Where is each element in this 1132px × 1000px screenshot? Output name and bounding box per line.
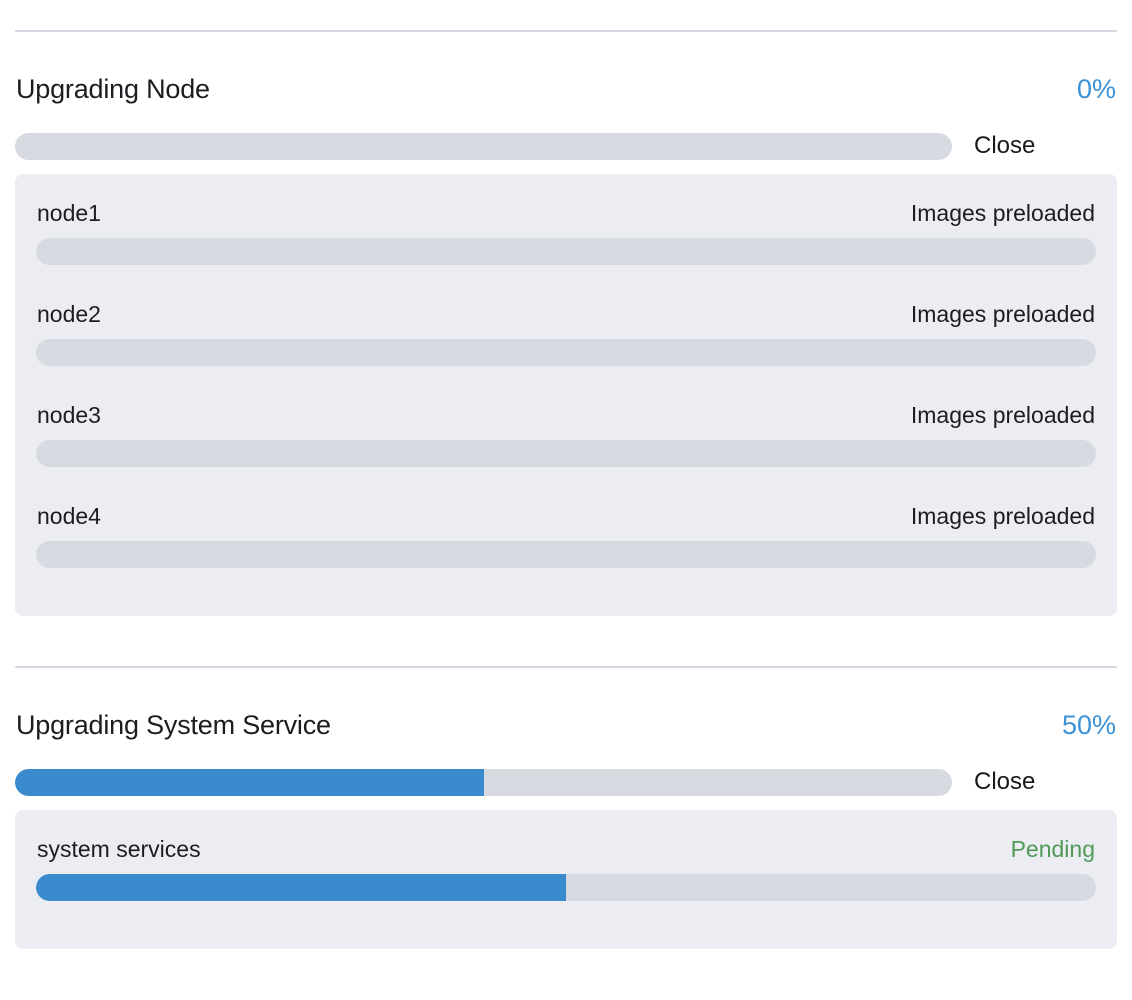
section-title: Upgrading Node: [16, 74, 210, 104]
upgrade-status-page: Upgrading Node 0% Close node1 Images pre…: [0, 30, 1132, 949]
list-item: node2 Images preloaded: [36, 301, 1096, 366]
section-header: Upgrading Node 0%: [15, 74, 1117, 105]
section-header: Upgrading System Service 50%: [15, 710, 1117, 741]
section-divider: [15, 30, 1117, 32]
service-status: Pending: [1010, 836, 1095, 862]
node-status: Images preloaded: [910, 301, 1095, 327]
section-upgrading-node: Upgrading Node 0% Close node1 Images pre…: [15, 74, 1117, 616]
node-status: Images preloaded: [910, 503, 1095, 529]
list-item: system services Pending: [36, 836, 1096, 901]
close-button[interactable]: Close: [974, 132, 1036, 159]
overall-progress-bar: [15, 132, 952, 160]
node-name: node2: [37, 301, 101, 327]
node-name: node3: [37, 402, 101, 428]
section-title: Upgrading System Service: [16, 710, 331, 740]
node-list-panel: node1 Images preloaded node2 Images prel…: [15, 174, 1117, 616]
close-button[interactable]: Close: [974, 768, 1036, 795]
overall-progress-fill: [15, 768, 484, 796]
section-percent: 0%: [1076, 74, 1116, 104]
node-status: Images preloaded: [910, 200, 1095, 226]
section-upgrading-system-service: Upgrading System Service 50% Close syste…: [15, 710, 1117, 949]
list-item: node1 Images preloaded: [36, 200, 1096, 265]
node-status: Images preloaded: [910, 402, 1095, 428]
node-name: node4: [37, 503, 101, 529]
node-progress-bar: [36, 339, 1096, 366]
overall-progress-row: Close: [15, 132, 1117, 160]
node-name: node1: [37, 200, 101, 226]
service-progress-fill: [36, 874, 566, 901]
overall-progress-row: Close: [15, 768, 1117, 796]
service-name: system services: [37, 836, 201, 862]
node-progress-bar: [36, 440, 1096, 467]
service-list-panel: system services Pending: [15, 810, 1117, 949]
section-percent: 50%: [1061, 710, 1116, 740]
section-divider: [15, 666, 1117, 668]
service-progress-bar: [36, 874, 1096, 901]
node-progress-bar: [36, 238, 1096, 265]
list-item: node4 Images preloaded: [36, 503, 1096, 568]
overall-progress-bar: [15, 768, 952, 796]
list-item: node3 Images preloaded: [36, 402, 1096, 467]
node-progress-bar: [36, 541, 1096, 568]
